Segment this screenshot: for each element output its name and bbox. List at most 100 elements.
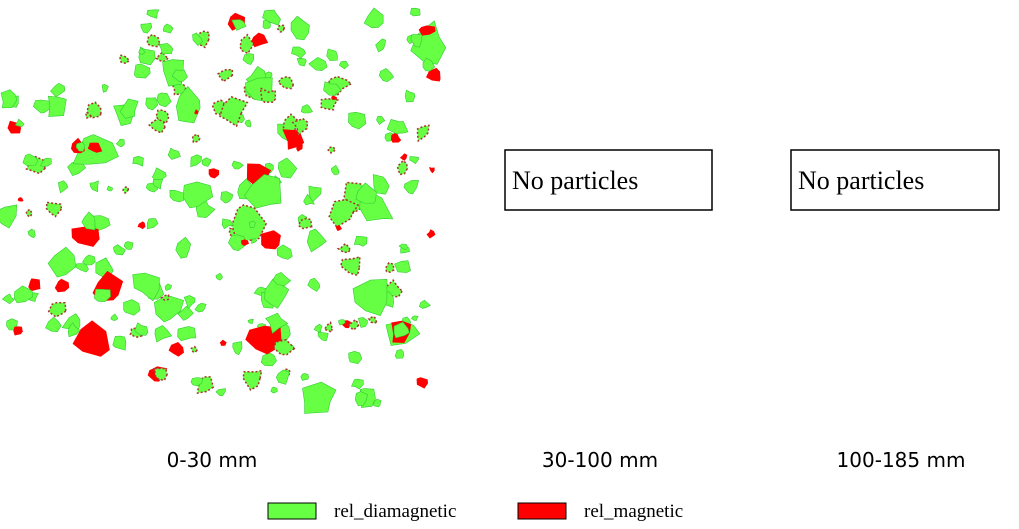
particle	[348, 112, 366, 129]
particle	[133, 156, 144, 166]
particle	[0, 205, 17, 228]
particle	[113, 245, 125, 255]
particle	[274, 340, 294, 355]
particle	[248, 319, 253, 323]
particle	[124, 300, 141, 316]
particle	[146, 98, 158, 110]
particle	[243, 54, 254, 65]
particle	[336, 225, 343, 231]
particle	[28, 229, 35, 238]
particle	[321, 99, 338, 110]
panel-label: 0-30 mm	[167, 448, 258, 472]
particle	[107, 186, 113, 191]
particle	[271, 387, 278, 393]
particle	[147, 10, 159, 19]
particle	[331, 165, 339, 174]
particle	[252, 33, 269, 48]
particle	[72, 227, 100, 247]
particle	[277, 245, 292, 259]
particle	[221, 192, 233, 204]
particle	[297, 58, 306, 66]
particle	[411, 316, 418, 321]
particle	[328, 147, 335, 153]
particle	[195, 303, 206, 312]
legend-label: rel_diamagnetic	[334, 501, 456, 522]
particle	[417, 377, 428, 388]
particle	[292, 47, 306, 58]
particle	[240, 35, 254, 54]
particle	[111, 314, 118, 320]
particle	[395, 349, 404, 358]
particle	[386, 263, 394, 272]
particle	[47, 202, 62, 216]
particle	[216, 389, 226, 396]
particle	[183, 182, 213, 208]
particle	[232, 161, 244, 169]
particle	[395, 261, 411, 273]
particle	[134, 64, 150, 78]
particle	[276, 370, 289, 385]
particle	[398, 161, 408, 175]
particle	[163, 24, 173, 33]
particle	[218, 70, 232, 82]
particle	[120, 55, 129, 63]
particle	[28, 278, 40, 291]
particle	[46, 317, 62, 332]
particle	[410, 157, 419, 164]
particle	[325, 322, 333, 332]
particle	[379, 69, 393, 82]
particle	[220, 340, 227, 346]
particle	[90, 181, 98, 192]
particle	[338, 244, 350, 253]
particle	[49, 303, 66, 317]
particle	[318, 332, 328, 341]
particle	[278, 25, 285, 32]
particle	[83, 255, 96, 265]
particle	[400, 153, 407, 160]
particle	[191, 347, 197, 353]
particle	[18, 197, 24, 202]
particle	[165, 284, 172, 291]
particle	[411, 34, 422, 47]
particle	[410, 8, 420, 16]
particle	[353, 279, 387, 315]
particle	[209, 168, 219, 178]
legend-swatch	[518, 503, 566, 519]
particle	[178, 326, 196, 340]
particle-image	[0, 8, 446, 414]
panel-label: 100-185 mm	[837, 448, 966, 472]
particle	[152, 168, 166, 181]
particle	[155, 326, 172, 343]
particle	[123, 187, 128, 193]
legend-label: rel_magnetic	[584, 501, 683, 522]
particle	[216, 273, 223, 280]
panel-message: No particles	[798, 166, 924, 195]
particle	[176, 237, 191, 258]
particle	[364, 8, 383, 28]
particle	[124, 242, 133, 250]
particle	[352, 379, 364, 389]
particle	[147, 219, 158, 229]
particle	[341, 257, 360, 275]
particle	[222, 219, 233, 229]
particle	[278, 158, 297, 178]
particle	[427, 229, 436, 238]
particle	[404, 180, 419, 194]
particle	[314, 324, 322, 332]
figure: No particles No particles 0-30 mm 30-100…	[0, 0, 1019, 529]
particle	[55, 279, 69, 293]
particle	[23, 154, 38, 166]
particle	[169, 342, 184, 357]
particle	[233, 342, 242, 355]
particle	[13, 326, 22, 335]
particle	[170, 190, 184, 202]
particle	[309, 57, 327, 70]
particle	[354, 236, 367, 246]
particle	[418, 125, 429, 140]
particle	[387, 119, 408, 133]
particle	[369, 316, 377, 323]
particle	[102, 84, 108, 92]
particle	[358, 318, 367, 328]
particle	[278, 77, 293, 89]
particle	[138, 221, 146, 229]
